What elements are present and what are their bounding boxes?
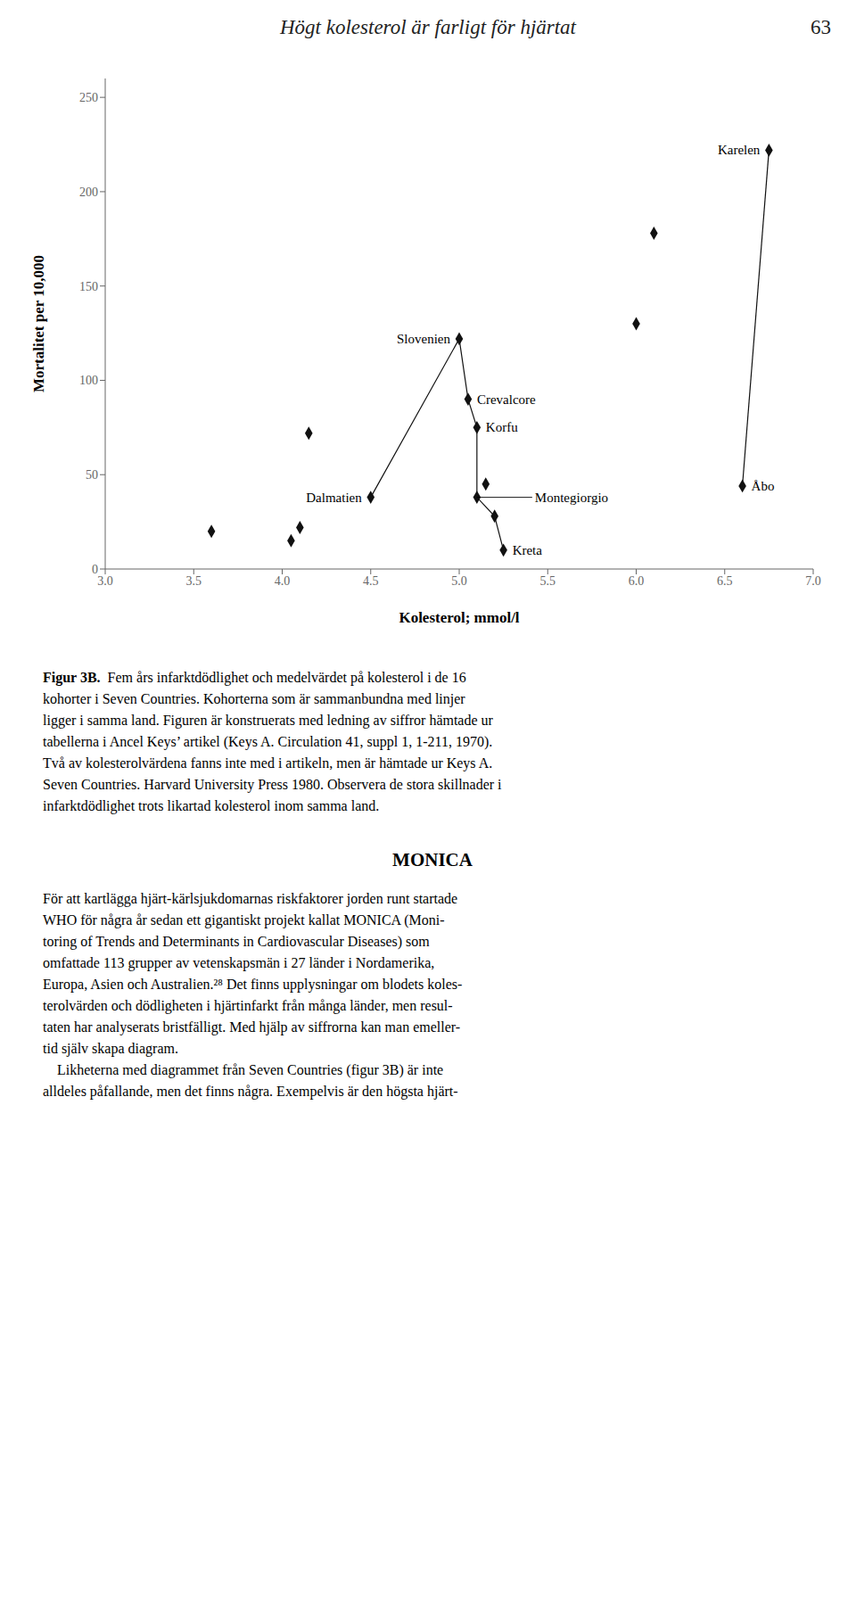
html-text:Två av kolesterolvärdena fanns: Två av kolesterolvärdena fanns inte med …: [42, 755, 493, 771]
svg-text:50: 50: [85, 468, 99, 482]
svg-text:3.0: 3.0: [97, 574, 114, 588]
svg-text:6.5: 6.5: [716, 574, 733, 588]
html-text:taten har analyserats bristfäl: taten har analyserats bristfälligt. Med …: [42, 1019, 461, 1035]
html-text:Figur 3B. Fem års infarktdödli: Figur 3B. Fem års infarktdödlighet och m…: [42, 669, 467, 685]
html-text:tabellerna i Ancel Keys’ artik: tabellerna i Ancel Keys’ artikel (Keys A…: [42, 733, 493, 749]
html-text:kohorter i Seven Countries. Ko: kohorter i Seven Countries. Kohorterna s…: [42, 691, 466, 707]
svg-text:5.5: 5.5: [540, 574, 557, 588]
svg-text:Kreta: Kreta: [512, 543, 544, 558]
html-text:ligger i samma land. Figuren ä: ligger i samma land. Figuren är konstrue…: [42, 712, 494, 728]
html-text:infarktdödlighet trots likarta: infarktdödlighet trots likartad kolester…: [42, 798, 380, 814]
html-text:MONICA: MONICA: [392, 848, 473, 871]
svg-text:6.0: 6.0: [628, 574, 645, 588]
svg-text:7.0: 7.0: [805, 574, 822, 588]
svg-text:4.5: 4.5: [362, 574, 379, 588]
html-text:omfattade 113 grupper av veten: omfattade 113 grupper av vetenskapsmän i…: [42, 954, 435, 971]
html-text:63: 63: [810, 16, 832, 39]
svg-text:150: 150: [79, 279, 99, 294]
svg-text:100: 100: [79, 373, 99, 387]
svg-text:Åbo: Åbo: [751, 478, 775, 494]
svg-text:Montegiorgio: Montegiorgio: [535, 490, 609, 505]
svg-text:Kolesterol; mmol/l: Kolesterol; mmol/l: [398, 609, 519, 626]
html-text:Europa, Asien och Australien.²: Europa, Asien och Australien.²⁸ Det finn…: [42, 976, 463, 992]
svg-text:Korfu: Korfu: [485, 419, 519, 435]
html-text:Seven Countries. Harvard Unive: Seven Countries. Harvard University Pres…: [42, 776, 502, 792]
html-text:Likheterna med diagrammet från: Likheterna med diagrammet från Seven Cou…: [42, 1061, 444, 1078]
svg-text:250: 250: [79, 90, 99, 105]
html-text:WHO för några år sedan ett gig: WHO för några år sedan ett gigantiskt pr…: [42, 912, 445, 928]
svg-text:3.5: 3.5: [186, 574, 203, 588]
svg-text:Dalmatien: Dalmatien: [305, 490, 363, 505]
svg-text:4.0: 4.0: [274, 574, 291, 588]
svg-text:5.0: 5.0: [451, 574, 468, 588]
html-text:terolvärden och dödligheten i: terolvärden och dödligheten i hjärtinfar…: [42, 997, 453, 1013]
svg-text:Mortalitet per 10,000: Mortalitet per 10,000: [30, 255, 48, 393]
svg-text:Karelen: Karelen: [717, 142, 761, 157]
svg-text:200: 200: [79, 185, 99, 199]
svg-text:Crevalcore: Crevalcore: [477, 392, 536, 407]
html-text:tid själv skapa diagram.: tid själv skapa diagram.: [42, 1040, 179, 1056]
html-text:alldeles påfallande, men det f: alldeles påfallande, men det finns några…: [42, 1083, 458, 1099]
svg-text:0: 0: [91, 562, 99, 577]
html-text:toring of Trends and Determina: toring of Trends and Determinants in Car…: [42, 933, 430, 949]
html-text:Högt kolesterol är farligt för: Högt kolesterol är farligt för hjärtat: [279, 16, 577, 39]
svg-text:Slovenien: Slovenien: [396, 331, 451, 346]
html-text:För att kartlägga hjärt-kärlsj: För att kartlägga hjärt-kärlsjukdomarnas…: [42, 890, 458, 906]
